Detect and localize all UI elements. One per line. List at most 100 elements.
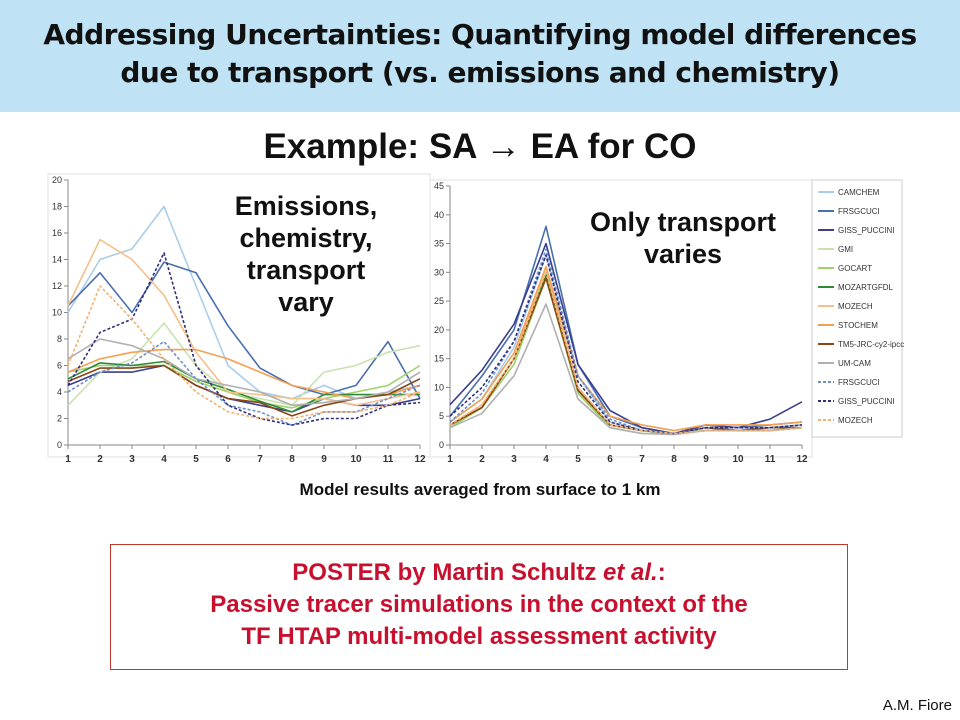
poster-prefix: POSTER by Martin Schultz (292, 559, 603, 586)
y-tick-label: 2 (57, 414, 62, 424)
y-tick-label: 40 (434, 210, 444, 220)
series-line (67, 364, 421, 413)
annotation-left-line: chemistry, (239, 223, 373, 253)
legend-entry: GISS_PUCCINI (838, 397, 894, 406)
annotation-left-line: vary (278, 287, 334, 317)
series-line (449, 303, 803, 436)
slide-title-line-1: Addressing Uncertainties: Quantifying mo… (43, 18, 917, 51)
series-line (67, 322, 421, 407)
y-tick-label: 4 (57, 387, 62, 397)
y-tick-label: 45 (434, 181, 444, 191)
annotation-right: Only transport varies (558, 206, 808, 270)
y-tick-label: 18 (52, 202, 62, 212)
x-tick-label: 5 (575, 454, 581, 465)
poster-box: POSTER by Martin Schultz et al.: Passive… (110, 544, 848, 670)
x-tick-label: 4 (161, 454, 167, 465)
legend-entry: FRSGCUCI (838, 207, 880, 216)
y-tick-label: 12 (52, 281, 62, 291)
x-tick-label: 3 (129, 454, 135, 465)
x-tick-label: 2 (479, 454, 485, 465)
y-tick-label: 25 (434, 296, 444, 306)
y-tick-label: 0 (439, 440, 444, 450)
x-tick-label: 5 (193, 454, 199, 465)
x-tick-label: 1 (447, 454, 453, 465)
series-line (449, 271, 803, 435)
legend-entry: CAMCHEM (838, 188, 880, 197)
slide-title-line-2: due to transport (vs. emissions and chem… (120, 56, 840, 89)
series-line (449, 248, 803, 435)
y-tick-label: 5 (439, 411, 444, 421)
poster-suffix: : (657, 559, 666, 586)
annotation-left: Emissions, chemistry, transport vary (206, 190, 406, 318)
y-tick-label: 16 (52, 228, 62, 238)
series-line (449, 265, 802, 435)
x-tick-label: 7 (257, 454, 263, 465)
y-tick-label: 35 (434, 239, 444, 249)
poster-line-3: TF HTAP multi-model assessment activity (241, 623, 717, 650)
poster-line-1: POSTER by Martin Schultz et al.: (111, 557, 847, 589)
y-tick-label: 15 (434, 354, 444, 364)
y-tick-label: 30 (434, 267, 444, 277)
series-line (449, 254, 803, 435)
legend-entry: GOCART (838, 264, 872, 273)
y-tick-label: 14 (52, 255, 62, 265)
x-tick-label: 12 (796, 454, 808, 465)
poster-line-2: Passive tracer simulations in the contex… (210, 591, 748, 618)
series-line (449, 271, 803, 435)
y-tick-label: 10 (52, 308, 62, 318)
annotation-right-line: varies (643, 239, 723, 269)
series-line (67, 360, 420, 413)
legend-entry: MOZARTGFDL (838, 283, 894, 292)
x-tick-label: 10 (732, 454, 744, 465)
legend-entry: MOZECH (838, 416, 873, 425)
series-line (449, 242, 803, 435)
series-line (67, 338, 421, 407)
legend-box (811, 179, 903, 438)
x-tick-label: 8 (671, 454, 677, 465)
series-line (449, 274, 803, 435)
series-line (67, 364, 421, 409)
legend-entry: MOZECH (838, 302, 873, 311)
legend-entry: GISS_PUCCINI (838, 226, 894, 235)
x-tick-label: 1 (65, 454, 71, 465)
x-tick-label: 6 (607, 454, 613, 465)
x-tick-label: 8 (289, 454, 295, 465)
x-tick-label: 11 (765, 454, 776, 465)
legend-entry: FRSGCUCI (838, 378, 880, 387)
annotation-left-line: transport (246, 255, 366, 285)
annotation-right-line: Only transport (589, 207, 777, 237)
x-tick-label: 9 (703, 454, 709, 465)
y-tick-label: 6 (57, 361, 62, 371)
series-line (449, 277, 803, 435)
x-tick-label: 7 (639, 454, 645, 465)
x-tick-label: 10 (350, 454, 362, 465)
legend-entry: GMI (838, 245, 853, 254)
y-tick-label: 0 (57, 440, 62, 450)
legend-entry: UM-CAM (838, 359, 871, 368)
example-title: Example: SA → EA for CO (263, 127, 697, 166)
series-line (67, 340, 421, 426)
x-tick-label: 4 (543, 454, 549, 465)
x-tick-label: 2 (97, 454, 103, 465)
series-line (449, 265, 803, 432)
y-tick-label: 10 (434, 382, 444, 392)
series-line (449, 277, 802, 435)
author-footer: A.M. Fiore (882, 697, 952, 714)
x-tick-label: 6 (225, 454, 231, 465)
y-tick-label: 20 (52, 175, 62, 185)
x-tick-label: 12 (414, 454, 426, 465)
legend-entry: TM5-JRC-cy2-ipcc (838, 340, 904, 349)
y-tick-label: 20 (434, 325, 444, 335)
series-line (67, 348, 421, 400)
series-line (449, 254, 803, 435)
x-tick-label: 3 (511, 454, 517, 465)
legend-entry: STOCHEM (838, 321, 878, 330)
x-tick-label: 11 (383, 454, 394, 465)
poster-italic: et al. (603, 559, 658, 586)
annotation-left-line: Emissions, (234, 191, 378, 221)
title-banner: Addressing Uncertainties: Quantifying mo… (0, 0, 960, 112)
series-line (67, 364, 421, 417)
y-tick-label: 8 (57, 334, 62, 344)
chart-caption: Model results averaged from surface to 1… (299, 480, 661, 499)
x-tick-label: 9 (321, 454, 327, 465)
